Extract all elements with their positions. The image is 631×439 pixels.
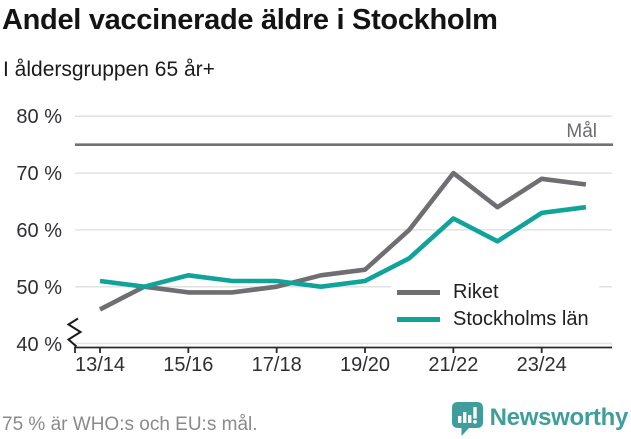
y-axis-label: 80 % — [16, 106, 62, 129]
x-axis-label: 17/18 — [251, 354, 302, 376]
chart-title: Andel vaccinerade äldre i Stockholm — [2, 4, 498, 36]
legend-swatch-line — [397, 290, 440, 295]
y-axis-label: 70 % — [16, 163, 62, 186]
x-axis-label: 23/24 — [516, 354, 567, 376]
legend-label: Riket — [453, 281, 499, 303]
x-axis-label: 21/22 — [428, 354, 479, 376]
x-axis-label: 19/20 — [339, 354, 391, 376]
chart-legend: Riket Stockholms län — [391, 277, 599, 335]
footer-note: 75 % är WHO:s och EU:s mål. — [2, 414, 258, 435]
brand-name: Newsworthy — [489, 404, 629, 431]
legend-swatch-line — [397, 317, 440, 322]
axis-break-squiggle — [66, 317, 83, 348]
y-axis-label: 50 % — [16, 276, 62, 299]
series-line-riket — [98, 170, 587, 312]
target-line-label: Mål — [566, 121, 597, 142]
x-axis-label: 15/16 — [163, 354, 214, 376]
y-axis-label: 40 % — [16, 333, 62, 356]
chart-subtitle: I åldersgruppen 65 år+ — [3, 58, 215, 81]
newsworthy-logo[interactable]: Newsworthy — [451, 401, 628, 437]
x-axis-label: 13/14 — [74, 354, 126, 376]
series-line-stockholms-l-n — [99, 204, 587, 290]
legend-item: Riket — [397, 279, 589, 306]
speech-bubble-bar-chart-icon — [451, 401, 484, 437]
y-axis-label: 60 % — [16, 219, 62, 242]
legend-item: Stockholms län — [397, 306, 589, 333]
legend-label: Stockholms län — [453, 308, 589, 330]
